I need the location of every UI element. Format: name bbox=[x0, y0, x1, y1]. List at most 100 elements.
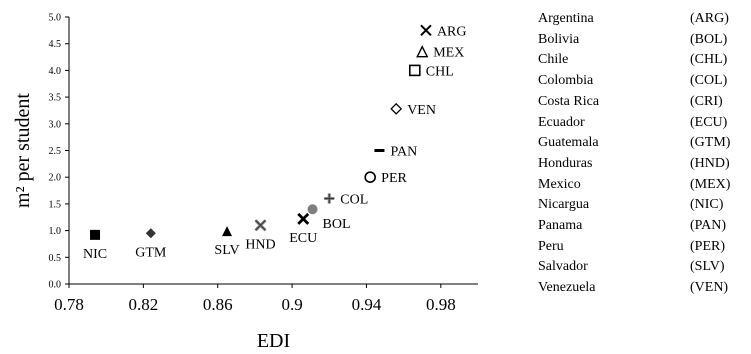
point-marker bbox=[364, 171, 376, 183]
data-point-slv: SLV bbox=[214, 226, 240, 258]
data-point-pan: PAN bbox=[374, 145, 417, 160]
y-tick-label: 4.5 bbox=[49, 39, 62, 50]
point-marker bbox=[408, 64, 421, 77]
legend-item: Honduras (HND) bbox=[538, 154, 750, 175]
legend-item: Panama (PAN) bbox=[538, 216, 750, 237]
legend-item: Salvador (SLV) bbox=[538, 257, 750, 278]
point-marker bbox=[90, 229, 101, 240]
x-tick-label: 0.78 bbox=[54, 295, 84, 314]
y-tick-label: 0.5 bbox=[49, 253, 62, 264]
legend-item: Colombia (COL) bbox=[538, 71, 750, 92]
legend-country-code: (ECU) bbox=[690, 114, 728, 130]
legend-item: Nicargua (NIC) bbox=[538, 195, 750, 216]
point-marker bbox=[420, 24, 432, 37]
point-marker bbox=[416, 45, 429, 58]
y-tick-label: 2.0 bbox=[49, 173, 62, 184]
legend-item: Ecuador (ECU) bbox=[538, 113, 750, 134]
y-tick-label: 2.5 bbox=[49, 146, 62, 157]
data-point-nic: NIC bbox=[83, 229, 107, 262]
point-marker bbox=[307, 204, 318, 215]
legend-item: Guatemala (GTM) bbox=[538, 133, 750, 154]
data-point-mex: MEX bbox=[416, 45, 464, 61]
y-tick-label: 5.0 bbox=[49, 13, 62, 24]
legend-item: Venezuela (VEN) bbox=[538, 278, 750, 299]
point-marker bbox=[145, 228, 156, 239]
legend-country-code: (VEN) bbox=[690, 280, 729, 296]
legend-item: Argentina (ARG) bbox=[538, 9, 750, 30]
y-tick-label: 1.5 bbox=[49, 199, 62, 210]
point-label: NIC bbox=[83, 247, 107, 262]
legend-item: Peru (PER) bbox=[538, 237, 750, 258]
point-label: BOL bbox=[323, 217, 351, 232]
legend-country-code: (CRI) bbox=[690, 93, 723, 109]
legend-item: Costa Rica (CRI) bbox=[538, 92, 750, 113]
point-marker bbox=[222, 226, 233, 237]
legend-country-code: (NIC) bbox=[690, 197, 724, 213]
y-tick-label: 1.0 bbox=[49, 226, 62, 237]
legend-country-code: (MEX) bbox=[690, 176, 731, 192]
legend-country-name: Salvador bbox=[538, 259, 588, 275]
legend-country-name: Panama bbox=[538, 218, 583, 234]
legend-country-name: Ecuador bbox=[538, 114, 585, 130]
data-points: NIC GTM SLV HND ECU BOL COL PER PAN VEN CHL MEX ARG bbox=[83, 24, 467, 262]
legend-country-code: (PER) bbox=[690, 238, 725, 254]
x-tick-label: 0.9 bbox=[281, 295, 302, 314]
scatter-chart: 0.00.51.01.52.02.53.03.54.04.55.0 0.78 0.… bbox=[12, 13, 478, 352]
data-point-arg: ARG bbox=[420, 24, 467, 39]
point-label: HND bbox=[245, 237, 275, 252]
legend-country-code: (CHL) bbox=[690, 52, 728, 68]
legend-country-code: (ARG) bbox=[690, 11, 729, 26]
x-tick-label: 0.82 bbox=[128, 295, 158, 314]
legend-country-name: Mexico bbox=[538, 176, 581, 192]
country-legend: Argentina (ARG) Bolivia (BOL) Chile (CHL) Colo… bbox=[538, 9, 750, 299]
legend-country-code: (GTM) bbox=[690, 135, 731, 151]
point-label: COL bbox=[340, 193, 368, 208]
legend-country-name: Bolivia bbox=[538, 31, 580, 47]
legend-country-name: Venezuela bbox=[538, 280, 596, 296]
x-ticks: 0.78 0.82 0.86 0.9 0.94 0.98 bbox=[54, 284, 456, 314]
y-ticks: 0.0 0.5 1.0 1.5 2.0 2.5 3.0 3.5 4.0 4.5 5.0 bbox=[49, 13, 69, 291]
data-point-per: PER bbox=[364, 171, 408, 186]
x-tick-label: 0.86 bbox=[203, 295, 233, 314]
legend-country-name: Chile bbox=[538, 52, 569, 68]
legend-country-name: Honduras bbox=[538, 155, 593, 171]
data-point-gtm: GTM bbox=[135, 228, 167, 260]
point-marker bbox=[390, 102, 403, 115]
legend-item: Mexico (MEX) bbox=[538, 175, 750, 196]
x-axis-title: EDI bbox=[257, 330, 290, 352]
point-label: GTM bbox=[135, 245, 167, 260]
data-point-ecu: ECU bbox=[289, 212, 317, 246]
legend-item: Chile (CHL) bbox=[538, 50, 750, 71]
legend-country-code: (PAN) bbox=[690, 218, 727, 234]
legend-country-name: Nicargua bbox=[538, 197, 590, 213]
data-point-col: COL bbox=[324, 193, 368, 208]
point-marker bbox=[297, 212, 310, 225]
y-tick-label: 0.0 bbox=[49, 280, 62, 291]
point-label: SLV bbox=[214, 243, 239, 258]
point-label: CHL bbox=[426, 64, 454, 79]
x-tick-label: 0.98 bbox=[426, 295, 456, 314]
point-label: MEX bbox=[433, 46, 464, 61]
legend-item: Bolivia (BOL) bbox=[538, 30, 750, 51]
y-tick-label: 3.5 bbox=[49, 93, 62, 104]
point-label: ECU bbox=[289, 231, 317, 246]
legend-country-name: Argentina bbox=[538, 11, 594, 26]
legend-country-code: (SLV) bbox=[690, 259, 725, 275]
point-label: VEN bbox=[407, 103, 436, 118]
point-label: PER bbox=[381, 171, 407, 186]
data-point-chl: CHL bbox=[408, 64, 454, 79]
data-point-hnd: HND bbox=[245, 219, 276, 252]
legend-country-code: (BOL) bbox=[690, 31, 728, 47]
legend-country-code: (COL) bbox=[690, 73, 728, 89]
legend-country-name: Costa Rica bbox=[538, 93, 600, 109]
data-point-ven: VEN bbox=[390, 102, 436, 118]
point-label: PAN bbox=[390, 145, 417, 160]
x-tick-label: 0.94 bbox=[352, 295, 382, 314]
point-label: ARG bbox=[437, 24, 467, 39]
legend-country-name: Guatemala bbox=[538, 135, 599, 151]
y-tick-label: 4.0 bbox=[49, 66, 62, 77]
legend-country-name: Colombia bbox=[538, 73, 594, 89]
legend-country-name: Peru bbox=[538, 238, 564, 254]
data-point-bol: BOL bbox=[307, 204, 351, 232]
legend-country-code: (HND) bbox=[690, 155, 730, 171]
